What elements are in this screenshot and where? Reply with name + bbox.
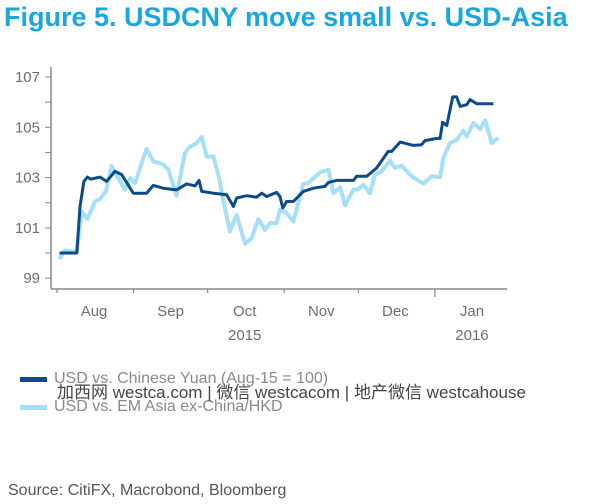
y-tick-label: 103 bbox=[15, 170, 40, 187]
x-tick-label: Jan bbox=[460, 303, 484, 320]
x-tick-label: Oct bbox=[233, 303, 257, 320]
line-chart: 99 101 103 105 107 Aug Sep Oct 2015 Nov Dec Jan 2016 bbox=[15, 67, 507, 344]
x-year-label: 2016 bbox=[455, 327, 488, 344]
x-tick-label: Sep bbox=[157, 303, 184, 320]
legend-item-asia: USD vs. EM Asia ex-China/HKD bbox=[20, 398, 283, 416]
x-year-label: 2015 bbox=[228, 327, 261, 344]
y-tick-label: 105 bbox=[15, 119, 40, 136]
legend-swatch-asia bbox=[20, 404, 47, 410]
x-tick-label: Aug bbox=[81, 303, 108, 320]
legend-label-cny: USD vs. Chinese Yuan (Aug-15 = 100) bbox=[54, 370, 329, 387]
watermark: 加西网 westca.com | 微信 westcacom | 地产微信 wes… bbox=[57, 383, 526, 402]
x-tick-label: Dec bbox=[382, 303, 409, 320]
source-note: Source: CitiFX, Macrobond, Bloomberg bbox=[8, 482, 287, 499]
series-line-asia bbox=[57, 118, 500, 261]
legend-item-cny: USD vs. Chinese Yuan (Aug-15 = 100) bbox=[20, 370, 328, 388]
y-tick-label: 107 bbox=[15, 69, 40, 86]
series-line-cny bbox=[59, 95, 494, 255]
y-tick-label: 99 bbox=[23, 270, 40, 287]
legend-label-asia: USD vs. EM Asia ex-China/HKD bbox=[54, 398, 283, 415]
legend-swatch-cny bbox=[20, 376, 47, 382]
y-tick-label: 101 bbox=[15, 220, 40, 237]
x-tick-label: Nov bbox=[308, 303, 335, 320]
figure-title: Figure 5. USDCNY move small vs. USD-Asia bbox=[4, 2, 568, 32]
